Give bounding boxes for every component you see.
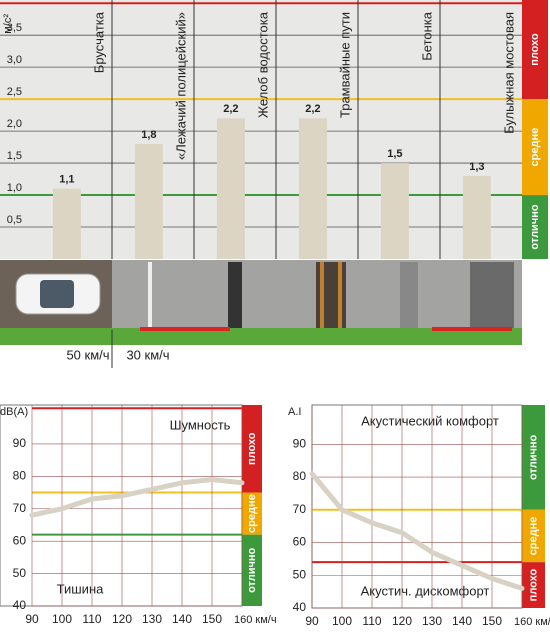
y-axis-label: dB(A) bbox=[0, 406, 28, 418]
series-line bbox=[29, 477, 245, 518]
chart-title: Акустический комфорт bbox=[361, 413, 499, 428]
category-label: Бетонка bbox=[419, 11, 434, 61]
y-tick-label: 1,5 bbox=[7, 150, 22, 162]
y-tick-label: 0,5 bbox=[7, 214, 22, 226]
y-tick-label: 50 bbox=[293, 567, 307, 581]
category-label: Трамвайные пути bbox=[337, 12, 352, 118]
x-tick-label: 140 bbox=[172, 612, 192, 626]
series-line bbox=[309, 471, 525, 591]
x-tick-label: 110 bbox=[82, 612, 101, 626]
y-tick-label: 3,0 bbox=[7, 54, 22, 66]
x-tick-label: 160 км/ч bbox=[234, 614, 277, 626]
rating-band bbox=[522, 99, 548, 196]
x-tick-label: 100 bbox=[332, 614, 352, 628]
x-tick-label: 160 км/ч bbox=[514, 616, 550, 628]
y-tick-label: 80 bbox=[293, 469, 307, 483]
y-tick-label: 80 bbox=[13, 468, 27, 482]
x-tick-label: 90 bbox=[305, 614, 319, 628]
y-tick-label: 40 bbox=[293, 600, 307, 614]
y-tick-label: 2,0 bbox=[7, 118, 22, 130]
rating-label: отлично bbox=[527, 435, 539, 480]
value-label: 2,2 bbox=[223, 103, 238, 115]
speed-label: 30 км/ч bbox=[126, 347, 169, 362]
x-tick-label: 110 bbox=[362, 614, 381, 628]
annotation: Тишина bbox=[57, 581, 105, 596]
x-tick-label: 130 bbox=[142, 612, 162, 626]
y-tick-label: 60 bbox=[13, 533, 27, 547]
y-tick-label: 90 bbox=[293, 436, 307, 450]
category-label: Желоб водостока bbox=[255, 11, 270, 118]
value-label: 1,5 bbox=[387, 148, 402, 160]
rating-label: отлично bbox=[529, 204, 541, 249]
chart-title: Шумность bbox=[170, 417, 231, 432]
bar bbox=[380, 163, 409, 259]
category-label: Булыжная мостовая bbox=[501, 12, 516, 134]
rating-label: средне bbox=[246, 494, 258, 533]
x-tick-label: 140 bbox=[452, 614, 472, 628]
x-tick-label: 150 bbox=[482, 614, 502, 628]
y-tick-label: 40 bbox=[13, 598, 27, 612]
plot-background bbox=[0, 0, 522, 259]
y-axis-label: A.I bbox=[288, 406, 301, 418]
y-tick-label: 70 bbox=[13, 501, 27, 515]
rating-band bbox=[522, 195, 548, 259]
rating-band bbox=[522, 562, 545, 608]
x-tick-label: 150 bbox=[202, 612, 222, 626]
value-label: 1,3 bbox=[469, 161, 484, 173]
road-strip bbox=[0, 260, 522, 345]
rating-label: средне bbox=[529, 128, 541, 167]
rating-label: отлично bbox=[246, 547, 258, 592]
x-tick-label: 120 bbox=[112, 612, 132, 626]
rating-band bbox=[242, 405, 262, 493]
category-label: «Лежачий полицейский» bbox=[173, 12, 188, 160]
x-tick-label: 100 bbox=[52, 612, 72, 626]
rating-band bbox=[522, 405, 545, 510]
bar bbox=[52, 188, 81, 259]
rating-label: плохо bbox=[529, 33, 541, 66]
rating-label: средне bbox=[527, 517, 539, 556]
y-tick-label: 70 bbox=[293, 502, 307, 516]
value-label: 2,2 bbox=[305, 103, 320, 115]
y-tick-label: 90 bbox=[13, 436, 27, 450]
x-tick-label: 130 bbox=[422, 614, 442, 628]
x-tick-label: 120 bbox=[392, 614, 412, 628]
speed-label: 50 км/ч bbox=[66, 347, 109, 362]
bar bbox=[216, 118, 245, 259]
y-tick-label: 1,0 bbox=[7, 182, 22, 194]
bar bbox=[462, 175, 491, 259]
x-tick-label: 90 bbox=[25, 612, 39, 626]
y-axis-label: м/с² bbox=[2, 14, 14, 34]
plot-background bbox=[0, 404, 243, 607]
value-label: 1,1 bbox=[59, 174, 74, 186]
value-label: 1,8 bbox=[141, 129, 156, 141]
rating-band bbox=[522, 0, 548, 100]
y-tick-label: 2,5 bbox=[7, 86, 22, 98]
rating-band bbox=[242, 492, 262, 535]
rating-band bbox=[522, 509, 545, 563]
rating-band bbox=[242, 534, 262, 606]
bar bbox=[134, 143, 163, 259]
annotation: Акустич. дискомфорт bbox=[361, 583, 490, 598]
category-label: Брусчатка bbox=[91, 11, 106, 73]
bar bbox=[298, 118, 327, 259]
rating-label: плохо bbox=[527, 569, 539, 602]
y-tick-label: 50 bbox=[13, 566, 27, 580]
rating-label: плохо bbox=[246, 432, 258, 465]
y-tick-label: 60 bbox=[293, 535, 307, 549]
y-tick-label: 3,5 bbox=[7, 22, 22, 34]
